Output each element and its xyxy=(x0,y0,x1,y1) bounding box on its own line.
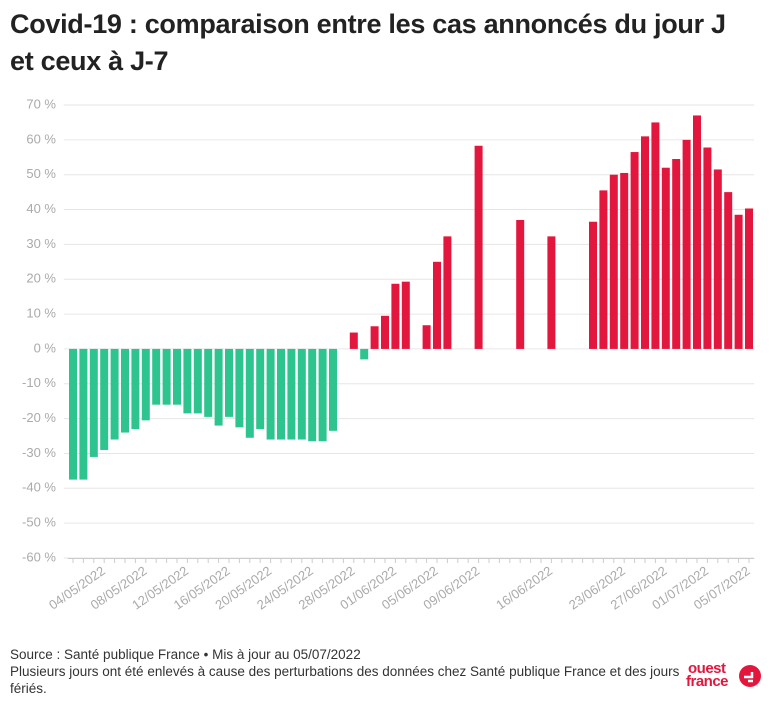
footer: Source : Santé publique France • Mis à j… xyxy=(10,646,680,697)
bar xyxy=(173,348,181,405)
bar xyxy=(370,326,379,349)
logo-text: ouest xyxy=(688,660,726,677)
bar xyxy=(162,348,171,405)
bar xyxy=(734,214,743,349)
bar xyxy=(713,169,722,349)
bar xyxy=(422,325,431,349)
bar xyxy=(256,348,265,430)
bar xyxy=(79,348,88,480)
source: Source : Santé publique France • Mis à j… xyxy=(10,647,361,662)
bar xyxy=(349,332,358,349)
y-tick-label: 70 % xyxy=(26,96,56,111)
bar xyxy=(318,348,327,442)
y-tick-label: -60 % xyxy=(22,549,56,564)
y-tick-label: 40 % xyxy=(26,201,56,216)
bar xyxy=(287,348,296,440)
bar xyxy=(443,236,452,349)
y-tick-label: 20 % xyxy=(26,271,56,286)
bar xyxy=(204,348,213,417)
bar xyxy=(381,315,389,349)
bar xyxy=(235,348,244,428)
bar xyxy=(225,348,233,417)
y-tick-label: -30 % xyxy=(22,445,56,460)
bar xyxy=(360,348,369,360)
bar xyxy=(89,348,98,457)
bar xyxy=(630,152,639,349)
bar xyxy=(266,348,275,440)
bar xyxy=(245,348,254,438)
bar xyxy=(214,348,223,426)
logo-text: france xyxy=(686,673,728,690)
note: Plusieurs jours ont été enlevés à cause … xyxy=(10,664,680,696)
bar xyxy=(69,348,77,480)
y-tick-label: 60 % xyxy=(26,131,56,146)
bar xyxy=(693,115,701,349)
y-tick-label: -20 % xyxy=(22,410,56,425)
bar xyxy=(547,236,556,349)
bar xyxy=(474,145,483,349)
bar xyxy=(401,281,410,349)
chart: 70 % 60 % 50 % 40 % 30 % 20 % 10 % 0 % -10 % -20 … xyxy=(22,96,755,613)
y-tick-label: 30 % xyxy=(26,236,56,251)
bar xyxy=(277,348,285,440)
bar xyxy=(183,348,192,414)
y-tick-label: -50 % xyxy=(22,515,56,530)
y-tick-label: -10 % xyxy=(22,375,56,390)
logo-mark xyxy=(744,672,754,683)
x-tick-label: 16/06/2022 xyxy=(493,563,555,613)
bar xyxy=(724,192,733,349)
chart-title: Covid-19 : comparaison entre les cas ann… xyxy=(10,9,726,76)
bar xyxy=(141,348,150,421)
bar xyxy=(516,219,525,349)
bar xyxy=(308,348,317,442)
y-tick-label: 10 % xyxy=(26,306,56,321)
bar xyxy=(682,139,691,349)
bar xyxy=(589,221,597,349)
logo: ouest france xyxy=(686,660,761,690)
bar xyxy=(609,174,618,349)
bar xyxy=(131,348,140,430)
bar xyxy=(599,190,608,349)
bar xyxy=(745,208,753,349)
y-tick-label: 50 % xyxy=(26,166,56,181)
bar xyxy=(620,172,629,349)
bar xyxy=(100,348,109,450)
bar xyxy=(672,159,681,349)
bar xyxy=(703,147,712,349)
y-tick-label: 0 % xyxy=(34,340,57,355)
bar xyxy=(110,348,119,440)
bar xyxy=(193,348,202,414)
y-tick-label: -40 % xyxy=(22,480,56,495)
bar xyxy=(433,261,441,349)
bar xyxy=(661,167,670,349)
bar xyxy=(121,348,129,433)
bar xyxy=(641,136,649,349)
bar xyxy=(152,348,161,405)
bar xyxy=(651,122,660,349)
bar xyxy=(391,283,400,349)
bar xyxy=(297,348,306,440)
bar xyxy=(329,348,337,431)
